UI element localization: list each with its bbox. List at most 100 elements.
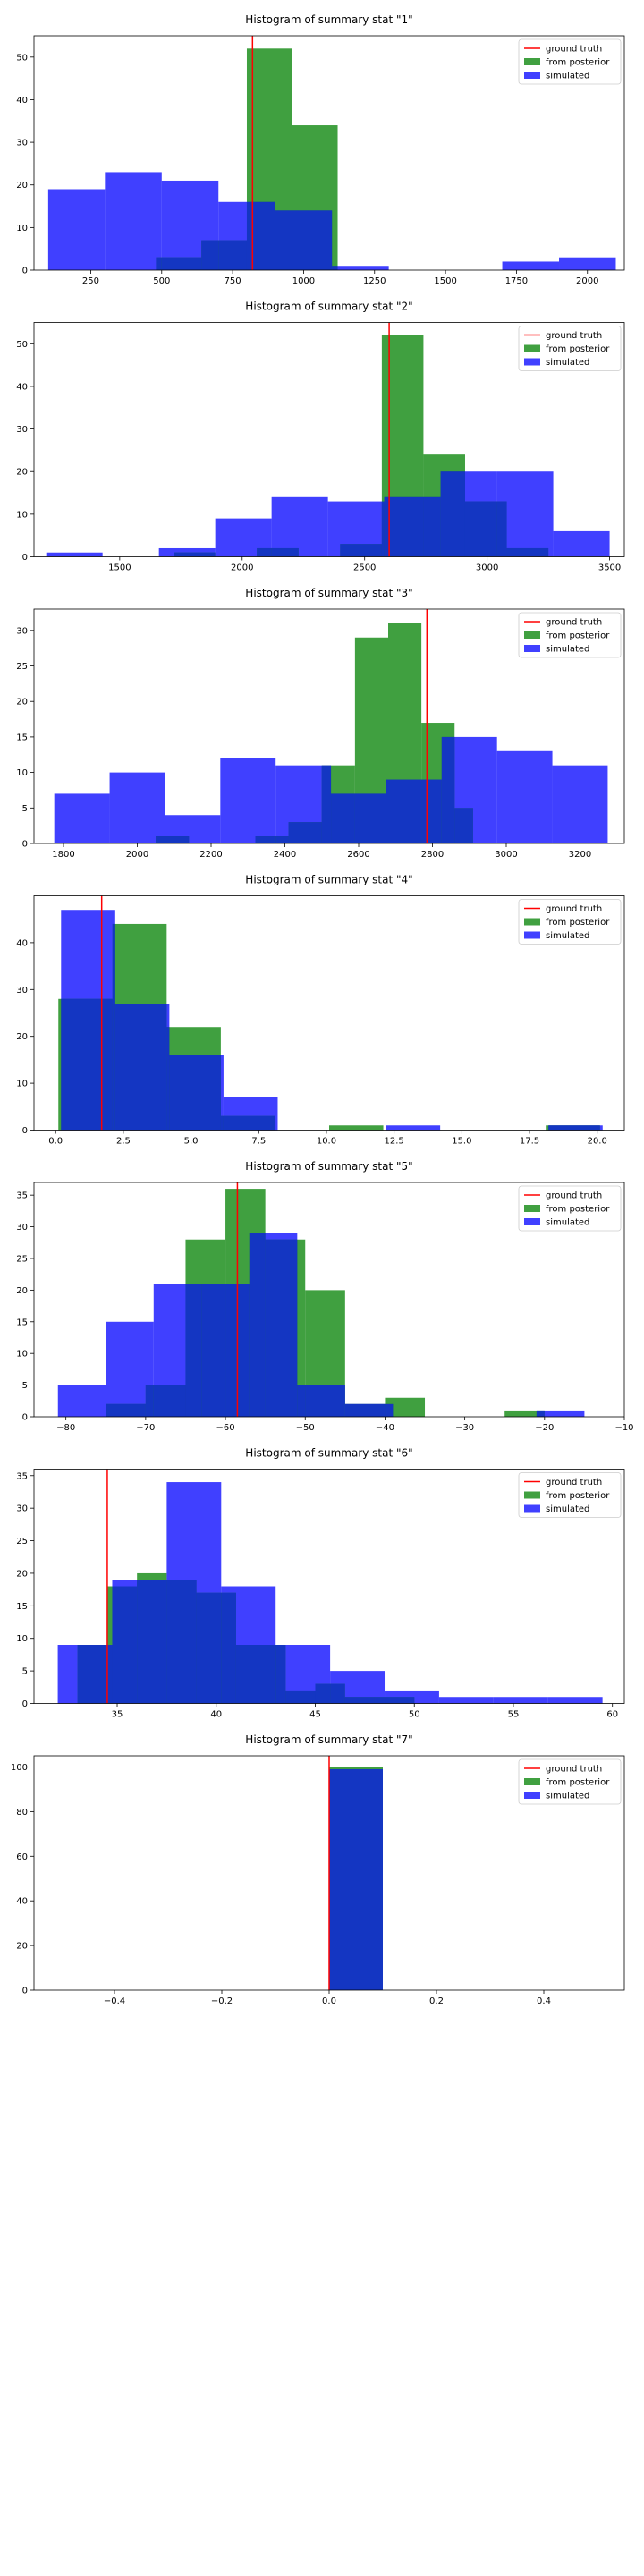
x-tick-label: −30 — [455, 1423, 474, 1433]
y-tick-label: 10 — [16, 1350, 28, 1360]
y-tick-label: 5 — [22, 804, 28, 814]
x-tick-label: 15.0 — [452, 1137, 471, 1147]
overlap-bar — [156, 257, 162, 270]
y-tick-label: 5 — [22, 1667, 28, 1677]
simulated-bar — [332, 266, 389, 270]
legend-simulated-label: simulated — [546, 1504, 589, 1514]
x-tick-label: 12.5 — [385, 1137, 404, 1147]
overlap-bar — [165, 836, 190, 843]
overlap-bar — [249, 1233, 266, 1417]
overlap-bar — [169, 1055, 221, 1131]
overlap-bar — [153, 1385, 186, 1417]
legend: ground truth from posterior simulated — [518, 612, 622, 658]
overlap-bar — [321, 765, 332, 843]
legend-simulated-label: simulated — [546, 72, 589, 81]
overlap-bar — [374, 1697, 386, 1704]
y-tick-label: 80 — [16, 1808, 28, 1818]
posterior-bar — [385, 1397, 426, 1417]
simulated-bar — [47, 189, 106, 270]
simulated-bar — [46, 552, 103, 557]
overlap-bar — [331, 793, 355, 843]
bars — [329, 1767, 383, 1990]
x-tick-label: −40 — [376, 1423, 394, 1433]
x-tick-label: 2000 — [126, 850, 148, 860]
subplot-6: Histogram of summary stat "6"35 40 45 50 55 6… — [16, 1447, 625, 1720]
simulated-bar — [502, 261, 560, 270]
legend-ground-truth-label: ground truth — [546, 618, 602, 628]
subplot-1: Histogram of summary stat "1"250 500 750 10… — [16, 13, 625, 286]
legend-simulated-swatch — [524, 931, 540, 939]
y-tick-label: 100 — [11, 1763, 28, 1773]
y-tick-label: 30 — [16, 986, 28, 996]
legend: ground truth from posterior simulated — [518, 326, 622, 371]
chart-title: Histogram of summary stat "6" — [245, 1447, 412, 1460]
simulated-bar — [438, 1697, 494, 1704]
plot-frame — [33, 322, 625, 557]
simulated-bar — [109, 772, 165, 843]
x-tick-label: 2.5 — [116, 1137, 131, 1147]
x-tick-label: 17.5 — [520, 1137, 539, 1147]
simulated-bar — [553, 530, 610, 557]
subplot-4: Histogram of summary stat "4" 0.0 2.5 5.0 7.… — [16, 874, 625, 1147]
x-tick-label: 500 — [153, 276, 170, 286]
simulated-bar — [496, 750, 553, 843]
simulated-bar — [559, 257, 616, 270]
y-tick-label: 10 — [16, 768, 28, 778]
legend-ground-truth-label: ground truth — [546, 904, 602, 914]
y-tick-label: 10 — [16, 224, 28, 233]
x-tick-label: 2800 — [421, 850, 444, 860]
overlap-bar — [221, 1592, 236, 1704]
overlap-bar — [161, 257, 202, 270]
x-tick-label: 3500 — [598, 564, 621, 573]
legend: ground truth from posterior simulated — [518, 38, 622, 85]
y-tick-label: 25 — [16, 1537, 28, 1546]
y-tick-label: 0 — [22, 267, 28, 276]
chart-title: Histogram of summary stat "5" — [245, 1160, 412, 1173]
legend-posterior-swatch — [524, 1778, 540, 1785]
overlap-bar — [288, 822, 322, 843]
y-tick-label: 0 — [22, 1126, 28, 1136]
overlap-bar — [257, 547, 272, 557]
y-tick-label: 15 — [16, 1602, 28, 1612]
overlap-bar — [220, 1115, 224, 1131]
legend-posterior-label: from posterior — [546, 631, 610, 641]
y-tick-label: 0 — [22, 1699, 28, 1709]
chart-title: Histogram of summary stat "1" — [245, 13, 412, 26]
y-tick-label: 10 — [16, 1634, 28, 1644]
x-tick-label: 0.0 — [322, 1996, 336, 2006]
overlap-bar — [174, 552, 216, 557]
y-tick-label: 20 — [16, 1032, 28, 1042]
overlap-bar — [344, 1403, 386, 1417]
legend-posterior-swatch — [524, 1205, 540, 1212]
legend-simulated-swatch — [524, 1218, 540, 1225]
overlap-bar — [464, 501, 497, 557]
overlap-bar — [145, 1385, 154, 1417]
y-tick-label: 20 — [16, 1569, 28, 1579]
bars — [54, 623, 608, 843]
y-tick-label: 40 — [16, 382, 28, 392]
y-tick-label: 50 — [16, 53, 28, 63]
y-tick-label: 30 — [16, 139, 28, 148]
bars — [47, 48, 616, 270]
y-tick-label: 30 — [16, 1504, 28, 1514]
chart-title: Histogram of summary stat "4" — [245, 874, 412, 886]
legend-simulated-swatch — [524, 72, 540, 79]
legend-posterior-swatch — [524, 631, 540, 639]
overlap-bar — [354, 793, 386, 843]
x-tick-label: 3000 — [495, 850, 517, 860]
y-tick-label: 0 — [22, 840, 28, 850]
y-tick-label: 35 — [16, 1471, 28, 1481]
x-tick-label: 3200 — [569, 850, 591, 860]
y-tick-label: 5 — [22, 1381, 28, 1391]
overlap-bar — [106, 1403, 146, 1417]
x-tick-label: −60 — [216, 1423, 234, 1433]
overlap-bar — [77, 1645, 107, 1704]
x-tick-label: 1000 — [292, 276, 315, 286]
legend-posterior-label: from posterior — [546, 58, 610, 68]
x-tick-label: 3000 — [476, 564, 498, 573]
legend-ground-truth-label: ground truth — [546, 331, 602, 341]
x-tick-label: 2600 — [347, 850, 369, 860]
overlap-bar — [196, 1592, 222, 1704]
x-tick-label: −70 — [136, 1423, 155, 1433]
